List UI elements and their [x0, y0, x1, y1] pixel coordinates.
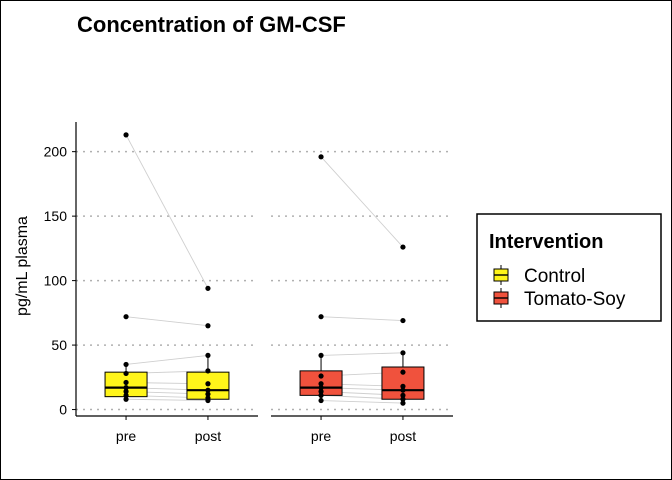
- point-1-pre-3: [123, 361, 129, 368]
- point-2-pre-9: [318, 397, 324, 404]
- y-tick-label-150: 150: [44, 208, 68, 224]
- point-2-pre-3: [318, 352, 324, 358]
- pair-line-1-2: [126, 316, 208, 327]
- point-2-pre-2: [318, 314, 324, 320]
- legend-label-2: Tomato-Soy: [524, 289, 626, 310]
- point-2-pre-5: [318, 381, 324, 387]
- pair-line-2-9: [321, 400, 403, 404]
- point-1-pre-4: [123, 370, 129, 377]
- point-2-post-1: [400, 244, 406, 250]
- point-1-post-2: [205, 323, 211, 329]
- point-2-pre-7: [318, 388, 324, 395]
- point-1-post-7: [205, 391, 211, 397]
- point-2-post-3: [400, 350, 406, 356]
- y-axis-label: pg/mL plasma: [14, 216, 31, 316]
- x-tick-label-2-post: post: [390, 428, 417, 444]
- point-1-pre-2: [123, 314, 129, 320]
- point-1-post-9: [205, 397, 211, 404]
- y-tick-label-0: 0: [59, 402, 67, 418]
- points: [123, 132, 406, 406]
- point-1-post-3: [205, 352, 211, 358]
- x-tick-label-2-pre: pre: [311, 428, 331, 444]
- point-2-post-4: [400, 369, 406, 375]
- point-2-pre-1: [318, 154, 324, 160]
- point-2-post-7: [400, 392, 406, 398]
- axes: 0 50 100 150 200 pre post pre post: [44, 122, 453, 444]
- y-tick-label-200: 200: [44, 144, 68, 160]
- pair-line-2-2: [321, 316, 403, 322]
- x-tick-label-1-pre: pre: [116, 428, 136, 444]
- point-2-post-2: [400, 317, 406, 324]
- point-1-pre-9: [123, 396, 129, 402]
- point-1-pre-5: [123, 379, 129, 386]
- point-1-pre-6: [123, 385, 129, 391]
- point-1-post-6: [205, 387, 211, 393]
- chart-title: Concentration of GM-CSF: [77, 12, 346, 37]
- pair-line-1-3: [126, 354, 208, 365]
- pair-line-1-9: [126, 398, 208, 401]
- point-1-pre-1: [123, 132, 129, 138]
- point-2-pre-8: [318, 392, 324, 398]
- point-2-pre-4: [318, 373, 324, 379]
- gridlines: [76, 150, 453, 411]
- point-1-pre-7: [123, 388, 129, 395]
- boxes: [104, 352, 425, 404]
- x-tick-label-1-post: post: [195, 428, 222, 444]
- legend-label-1: Control: [524, 266, 585, 287]
- point-1-post-4: [205, 368, 211, 374]
- pair-line-2-1: [320, 156, 404, 248]
- y-tick-label-50: 50: [51, 337, 67, 353]
- point-1-pre-8: [123, 392, 129, 398]
- point-2-pre-6: [318, 385, 324, 391]
- point-1-post-5: [205, 381, 211, 387]
- y-tick-label-100: 100: [44, 273, 68, 289]
- point-2-post-8: [400, 396, 406, 402]
- pair-line-1-1: [125, 134, 209, 289]
- paired-lines: [125, 134, 404, 404]
- point-2-post-6: [400, 387, 406, 393]
- pair-line-2-3: [321, 352, 403, 356]
- point-2-post-9: [400, 400, 406, 406]
- point-1-post-1: [205, 285, 211, 291]
- legend-title: Intervention: [489, 231, 603, 253]
- point-2-post-5: [400, 383, 406, 389]
